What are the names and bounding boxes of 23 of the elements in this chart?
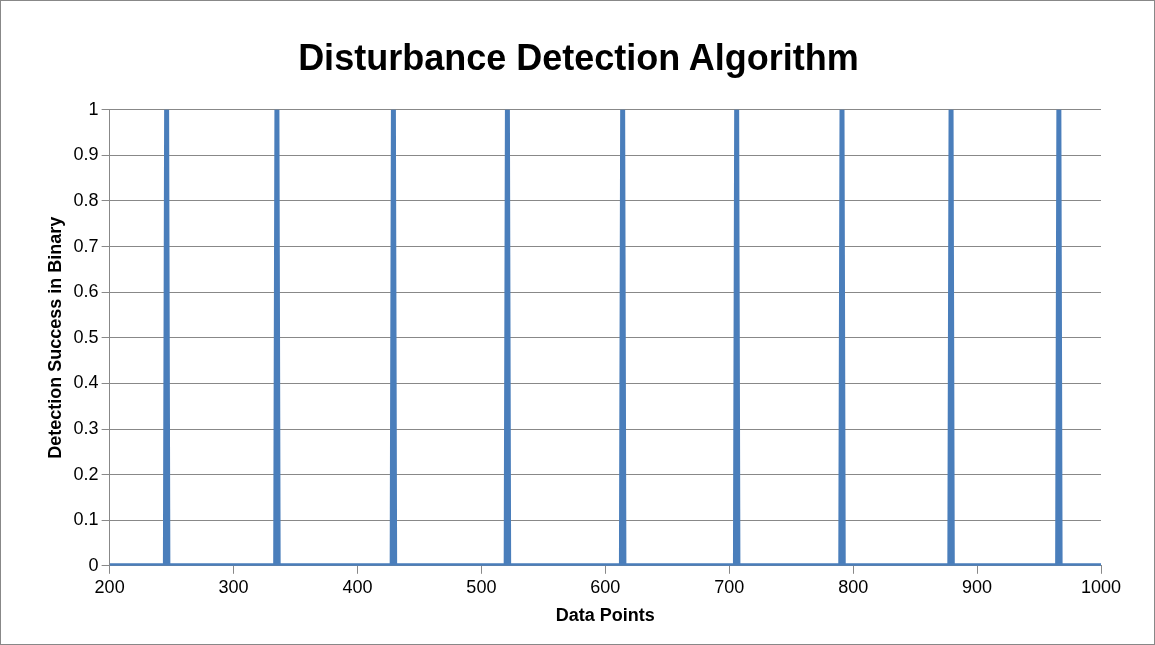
x-tick-label: 200 — [94, 576, 125, 597]
x-tick-label: 400 — [342, 576, 373, 597]
x-tick-label: 900 — [962, 576, 993, 597]
chart-title: Disturbance Detection Algorithm — [297, 37, 860, 79]
y-tick-label: 0.8 — [73, 189, 99, 210]
x-tick-label: 300 — [218, 576, 249, 597]
x-tick-label: 600 — [590, 576, 621, 597]
x-tick-label: 500 — [466, 576, 497, 597]
y-tick-label: 0.6 — [73, 281, 99, 302]
y-tick-label: 0.5 — [73, 326, 99, 347]
x-tick-label: 800 — [838, 576, 869, 597]
y-tick-label: 1 — [88, 98, 99, 119]
y-tick-label: 0.7 — [73, 235, 99, 256]
y-tick-label: 0.9 — [73, 144, 99, 165]
y-axis-title: Detection Success in Binary — [44, 216, 65, 459]
y-tick-label: 0.2 — [73, 463, 99, 484]
y-tick-label: 0 — [88, 554, 99, 575]
y-tick-label: 0.3 — [73, 417, 99, 438]
x-tick-label: 1000 — [1080, 576, 1122, 597]
x-axis-title: Data Points — [555, 605, 655, 626]
y-tick-label: 0.1 — [73, 509, 99, 530]
x-tick-label: 700 — [714, 576, 745, 597]
y-tick-label: 0.4 — [73, 372, 99, 393]
